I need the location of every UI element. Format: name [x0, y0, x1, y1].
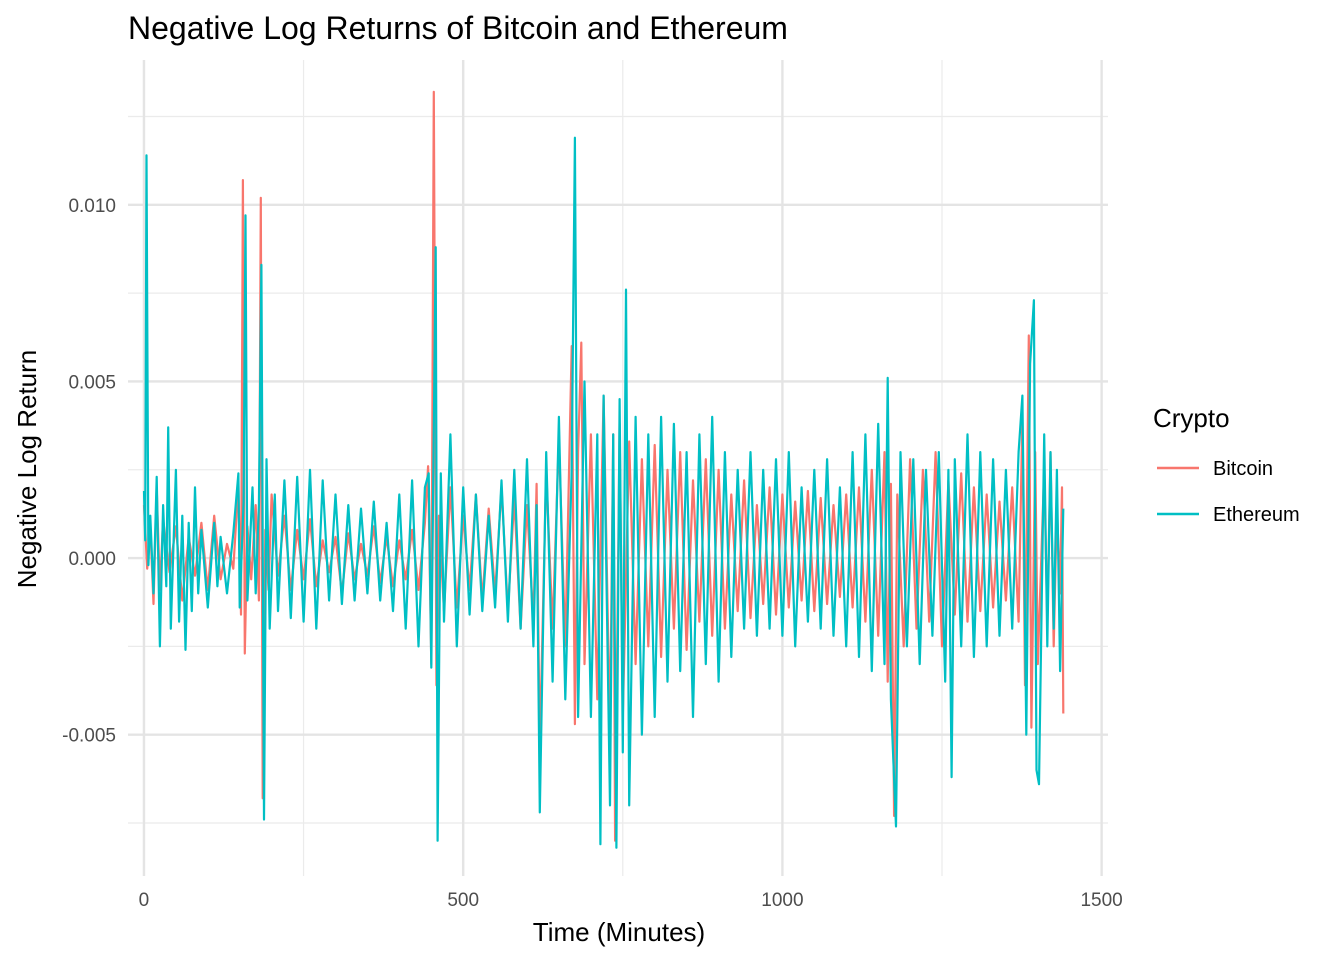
x-tick-label: 1000 [761, 890, 803, 911]
x-tick-label: 1500 [1080, 890, 1122, 911]
legend-label-ethereum: Ethereum [1213, 504, 1300, 526]
series-layer [142, 90, 1065, 849]
legend-title: Crypto [1153, 403, 1230, 433]
series-line-ethereum [142, 136, 1065, 849]
x-tick-label: 0 [139, 890, 150, 911]
y-tick-labels: -0.005 0.000 0.005 0.010 [62, 196, 116, 747]
x-axis-title: Time (Minutes) [533, 917, 705, 947]
legend-label-bitcoin: Bitcoin [1213, 458, 1273, 480]
legend: Crypto Bitcoin Ethereum [1153, 403, 1300, 526]
y-axis-title: Negative Log Return [12, 350, 42, 588]
x-tick-labels: 0 500 1000 1500 [139, 890, 1123, 911]
chart-title: Negative Log Returns of Bitcoin and Ethe… [128, 10, 788, 46]
y-tick-label: -0.005 [62, 726, 116, 747]
x-tick-label: 500 [447, 890, 479, 911]
y-tick-label: 0.010 [68, 196, 116, 217]
y-tick-label: 0.000 [68, 549, 116, 570]
y-tick-label: 0.005 [68, 372, 116, 393]
